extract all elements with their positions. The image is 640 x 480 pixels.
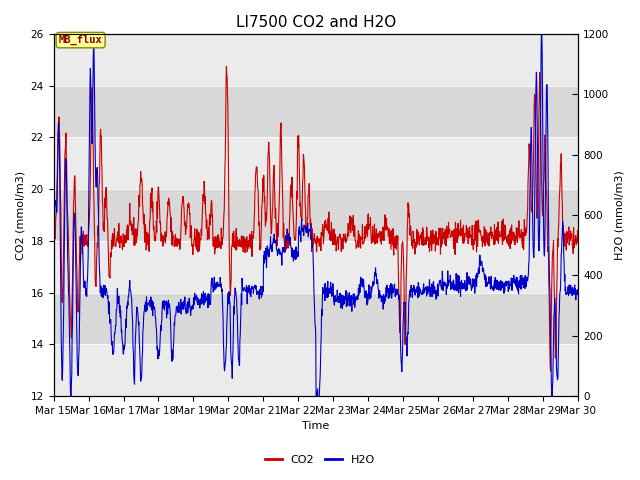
Bar xyxy=(54,189,579,241)
Bar xyxy=(54,241,579,293)
Bar xyxy=(54,293,579,344)
Bar xyxy=(54,344,579,396)
Legend: CO2, H2O: CO2, H2O xyxy=(260,451,380,469)
Text: MB_flux: MB_flux xyxy=(59,35,102,45)
Bar xyxy=(54,34,579,86)
Y-axis label: H2O (mmol/m3): H2O (mmol/m3) xyxy=(615,170,625,260)
Bar xyxy=(54,86,579,137)
Bar xyxy=(54,137,579,189)
X-axis label: Time: Time xyxy=(302,421,330,432)
Y-axis label: CO2 (mmol/m3): CO2 (mmol/m3) xyxy=(15,170,25,260)
Title: LI7500 CO2 and H2O: LI7500 CO2 and H2O xyxy=(236,15,396,30)
